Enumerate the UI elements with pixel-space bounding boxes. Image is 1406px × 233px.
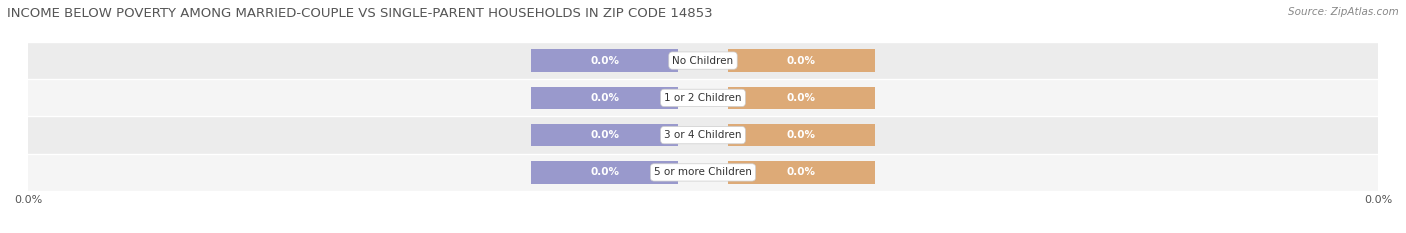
Bar: [531, 124, 679, 146]
Text: No Children: No Children: [672, 56, 734, 65]
Bar: [727, 124, 875, 146]
Bar: [727, 49, 875, 72]
Text: Source: ZipAtlas.com: Source: ZipAtlas.com: [1288, 7, 1399, 17]
Bar: [28, 79, 1378, 116]
Text: 0.0%: 0.0%: [787, 56, 815, 65]
Text: INCOME BELOW POVERTY AMONG MARRIED-COUPLE VS SINGLE-PARENT HOUSEHOLDS IN ZIP COD: INCOME BELOW POVERTY AMONG MARRIED-COUPL…: [7, 7, 713, 20]
Text: 0.0%: 0.0%: [591, 56, 619, 65]
Bar: [727, 87, 875, 109]
Text: 3 or 4 Children: 3 or 4 Children: [664, 130, 742, 140]
Bar: [28, 154, 1378, 191]
Text: 0.0%: 0.0%: [591, 93, 619, 103]
Text: 0.0%: 0.0%: [787, 130, 815, 140]
Text: 0.0%: 0.0%: [591, 168, 619, 177]
Text: 0.0%: 0.0%: [787, 168, 815, 177]
Bar: [531, 161, 679, 184]
Bar: [531, 49, 679, 72]
Bar: [531, 87, 679, 109]
Text: 0.0%: 0.0%: [591, 130, 619, 140]
Bar: [727, 161, 875, 184]
Bar: [28, 116, 1378, 154]
Text: 0.0%: 0.0%: [787, 93, 815, 103]
Text: 5 or more Children: 5 or more Children: [654, 168, 752, 177]
Text: 1 or 2 Children: 1 or 2 Children: [664, 93, 742, 103]
Bar: [28, 42, 1378, 79]
